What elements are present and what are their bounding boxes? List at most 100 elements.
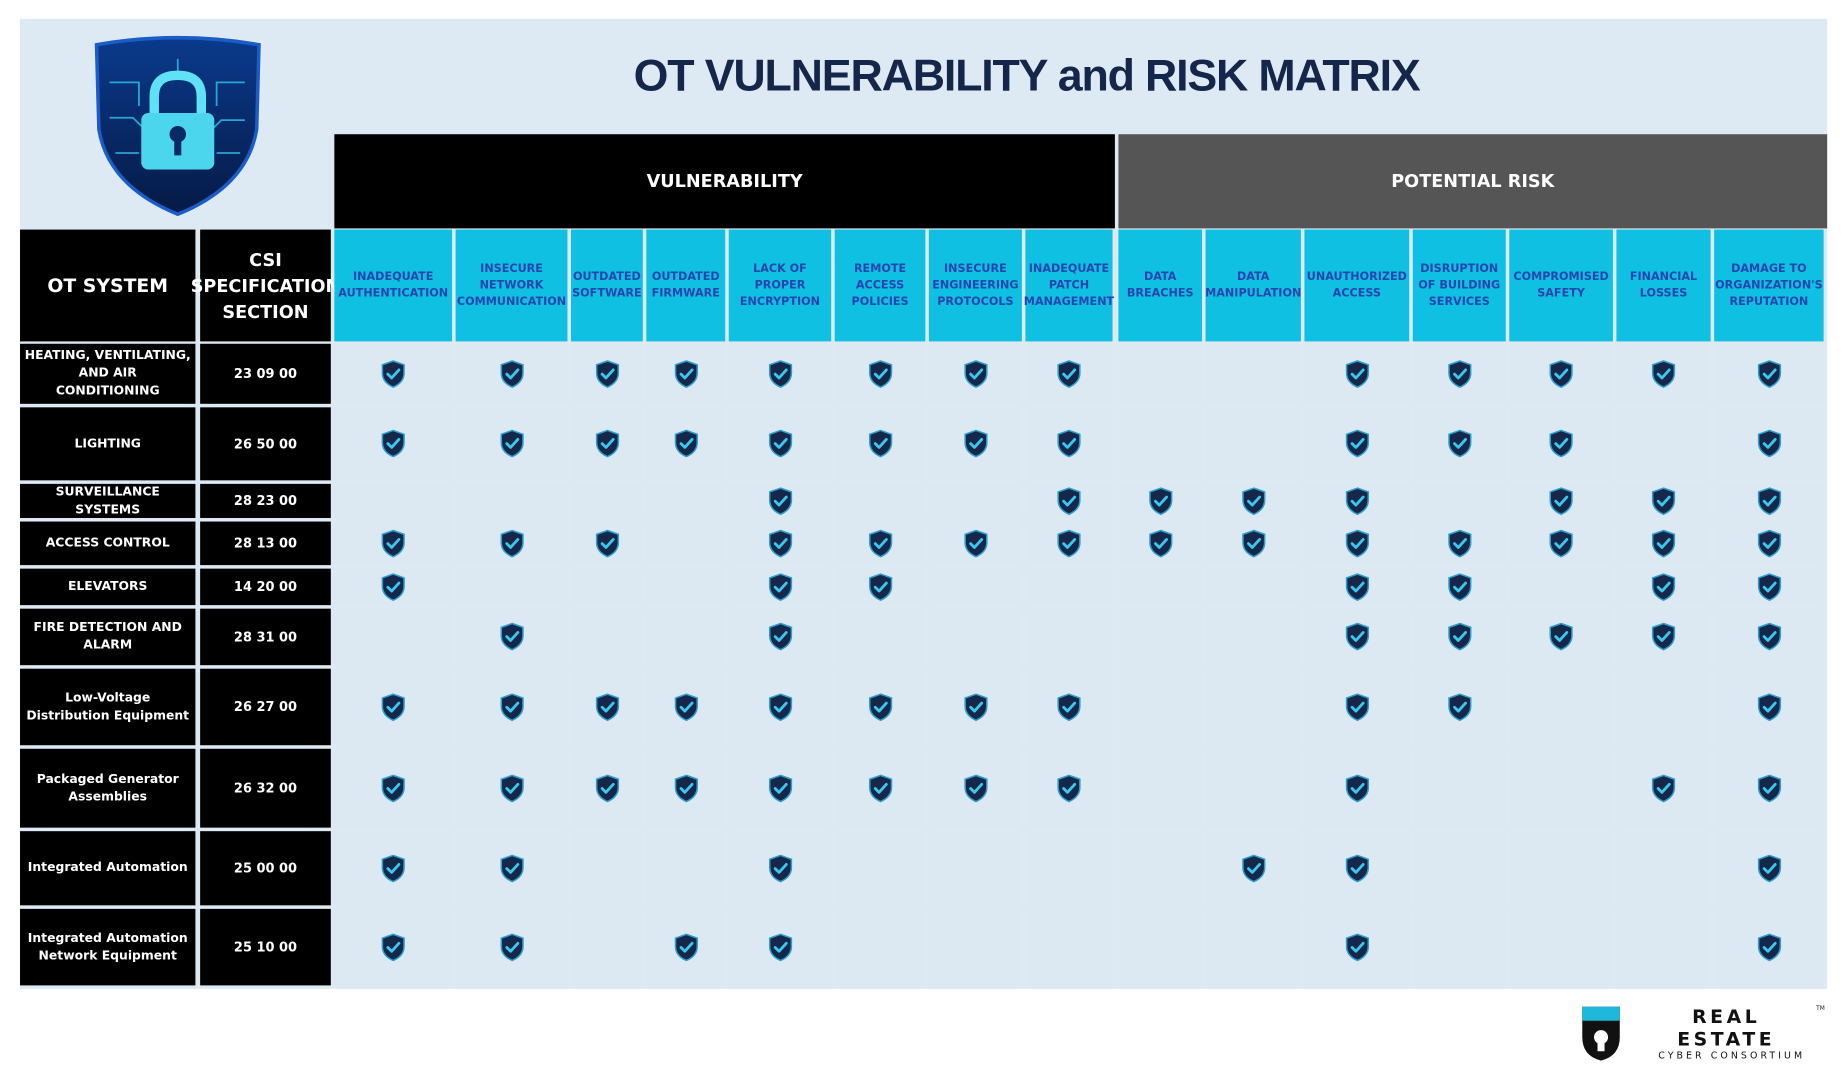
check-shield <box>674 932 698 961</box>
matrix-cell <box>1616 343 1711 404</box>
row-header: CSI SPECIFICATION SECTION <box>191 229 340 342</box>
matrix-cell <box>1118 608 1203 666</box>
matrix-cell <box>928 343 1022 404</box>
matrix-cell <box>1509 407 1613 481</box>
matrix-cell <box>1304 343 1410 404</box>
check-shield <box>1757 932 1781 961</box>
group-header: VULNERABILITY <box>334 134 1115 229</box>
check-shield <box>499 529 524 557</box>
check-shield <box>381 692 405 721</box>
check-shield <box>963 529 987 557</box>
matrix-cell <box>1025 521 1113 566</box>
check-shield <box>1345 854 1369 882</box>
column-header: LACK OF PROPER ENCRYPTION <box>728 229 832 342</box>
matrix-cell <box>1412 407 1506 481</box>
matrix-cell <box>1304 668 1410 746</box>
check-shield <box>768 773 792 802</box>
matrix-cell <box>928 831 1022 906</box>
matrix-cell <box>1304 608 1410 666</box>
matrix-cell <box>455 668 568 746</box>
matrix-cell <box>928 748 1022 828</box>
check-shield <box>868 529 892 557</box>
matrix-cell <box>1025 343 1113 404</box>
check-shield <box>1549 429 1573 458</box>
matrix-cell <box>1118 483 1203 519</box>
csi-section: 26 32 00 <box>200 748 331 828</box>
matrix-cell <box>834 748 926 828</box>
check-shield <box>963 692 987 721</box>
matrix-cell <box>1025 748 1113 828</box>
column-header: REMOTE ACCESS POLICIES <box>834 229 926 342</box>
column-header: UNAUTHORIZED ACCESS <box>1304 229 1410 342</box>
system-name: Packaged Generator Assemblies <box>20 748 196 828</box>
matrix-cell <box>1714 407 1824 481</box>
matrix-cell <box>728 568 832 606</box>
matrix-cell <box>1509 608 1613 666</box>
matrix-cell <box>1714 908 1824 986</box>
matrix-cell <box>834 831 926 906</box>
check-shield <box>1345 773 1369 802</box>
matrix-cell <box>1509 568 1613 606</box>
matrix-cell <box>928 407 1022 481</box>
matrix-cell <box>834 608 926 666</box>
check-shield <box>1757 486 1781 515</box>
check-shield <box>963 429 987 458</box>
check-shield <box>1651 773 1676 802</box>
matrix-cell <box>1412 568 1506 606</box>
check-shield <box>499 773 524 802</box>
column-header: INSECURE ENGINEERING PROTOCOLS <box>928 229 1022 342</box>
check-shield <box>768 622 792 651</box>
matrix-cell <box>1025 831 1113 906</box>
matrix-cell <box>570 483 643 519</box>
matrix-cell <box>1205 568 1301 606</box>
matrix-cell <box>1616 521 1711 566</box>
matrix-cell <box>1205 483 1301 519</box>
matrix-cell <box>1714 831 1824 906</box>
matrix-cell <box>728 343 832 404</box>
csi-section: 23 09 00 <box>200 343 331 404</box>
matrix-cell <box>646 668 726 746</box>
system-name: HEATING, VENTILATING, AND AIR CONDITIONI… <box>20 343 196 404</box>
matrix-cell <box>570 608 643 666</box>
matrix-cell <box>455 831 568 906</box>
matrix-cell <box>1118 908 1203 986</box>
matrix-cell <box>728 668 832 746</box>
check-shield <box>1757 773 1781 802</box>
check-shield <box>1241 486 1265 515</box>
matrix-cell <box>646 521 726 566</box>
system-name: Integrated Automation <box>20 831 196 906</box>
matrix-cell <box>1509 748 1613 828</box>
matrix-cell <box>1509 521 1613 566</box>
check-shield <box>1447 429 1471 458</box>
check-shield <box>1549 622 1573 651</box>
csi-section: 26 50 00 <box>200 407 331 481</box>
matrix-cell <box>1412 908 1506 986</box>
matrix-cell <box>1205 407 1301 481</box>
check-shield <box>1345 529 1369 557</box>
system-name: ACCESS CONTROL <box>20 521 196 566</box>
check-shield <box>1057 773 1081 802</box>
check-shield <box>1651 572 1676 601</box>
check-shield <box>1148 529 1172 557</box>
check-shield <box>1757 854 1781 882</box>
matrix-cell <box>1205 908 1301 986</box>
matrix-cell <box>646 608 726 666</box>
matrix-cell <box>455 521 568 566</box>
check-shield <box>499 932 524 961</box>
matrix-cell <box>455 343 568 404</box>
check-shield <box>768 572 792 601</box>
matrix-cell <box>728 608 832 666</box>
check-shield <box>1447 529 1471 557</box>
check-shield <box>1057 486 1081 515</box>
check-shield <box>1757 692 1781 721</box>
matrix-cell <box>1509 831 1613 906</box>
matrix-cell <box>928 521 1022 566</box>
matrix-cell <box>334 407 453 481</box>
check-shield <box>868 572 892 601</box>
matrix-cell <box>1304 407 1410 481</box>
matrix-cell <box>1025 908 1113 986</box>
check-shield <box>499 692 524 721</box>
matrix-cell <box>728 521 832 566</box>
matrix-cell <box>646 483 726 519</box>
matrix-cell <box>834 521 926 566</box>
